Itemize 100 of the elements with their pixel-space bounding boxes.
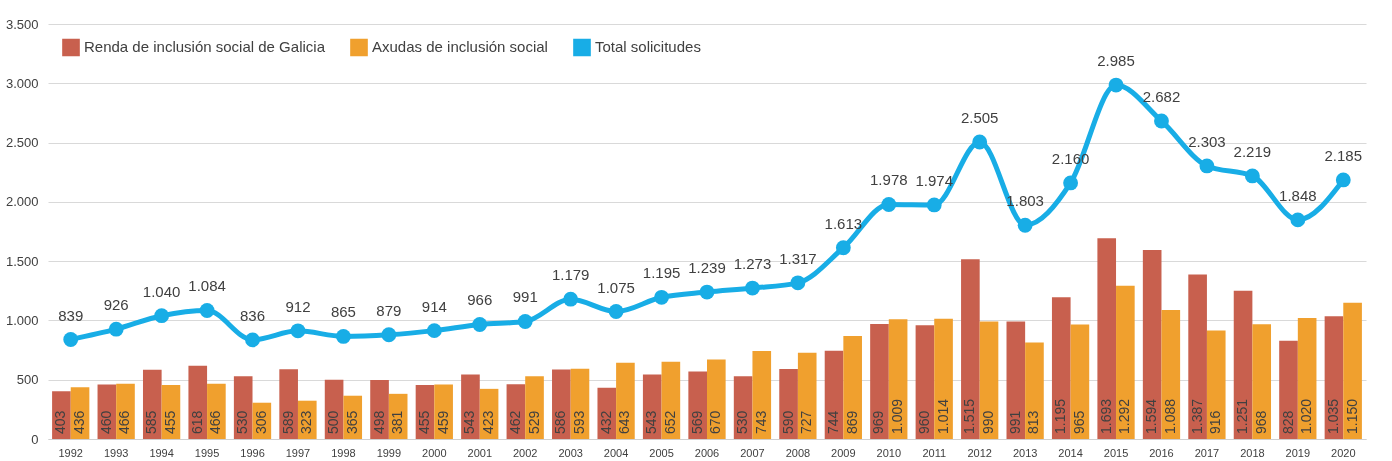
point [926,197,942,213]
x-tick-label: 2011 [922,446,947,459]
data-label: 914 [421,297,447,315]
data-label: 455 [415,410,432,434]
data-label: 916 [1207,410,1224,434]
x-tick-label: 1998 [331,446,356,459]
bar [1006,321,1026,439]
data-label: 432 [597,410,614,434]
x-tick-label: 1997 [285,446,311,459]
x-tick-label: 2018 [1240,446,1265,459]
bar [1161,309,1181,439]
x-tick-label: 2008 [785,446,811,459]
data-label: 1.613 [824,214,863,232]
point [699,284,715,300]
point [472,317,488,332]
data-label: 879 [376,301,402,319]
data-label: 585 [143,410,160,434]
data-label: 498 [370,410,387,434]
data-label: 836 [240,306,266,324]
data-label: 991 [1006,410,1023,434]
bar [752,350,772,439]
data-label: 466 [116,410,133,434]
y-tick-label: 0 [31,431,39,447]
bar [1142,250,1162,439]
point [154,308,170,324]
point [881,197,897,212]
data-label: 1.515 [961,398,978,434]
data-label: 306 [252,410,269,434]
point [972,134,988,150]
y-tick-label: 1.500 [5,253,39,269]
bar [1051,297,1071,439]
data-label: 1.292 [1116,398,1133,434]
data-label: 500 [325,410,342,434]
data-label: 1.693 [1097,398,1114,434]
bar [188,365,208,439]
data-label: 1.251 [1234,398,1251,434]
data-label: 1.020 [1298,398,1315,434]
data-label: 744 [825,410,842,434]
data-label: 1.014 [934,398,951,434]
x-tick-label: 2012 [967,446,992,459]
bar [1206,330,1226,439]
bar [961,259,980,439]
data-label: 912 [285,297,311,315]
data-label: 530 [734,410,751,434]
y-tick-label: 2.000 [5,194,39,210]
point [608,304,624,319]
data-label: 1.195 [1052,398,1069,434]
data-label: 1.594 [1143,398,1160,434]
data-label: 423 [480,410,497,434]
data-label: 462 [506,410,523,434]
data-label: 2.303 [1188,132,1226,150]
y-tick-label: 1.000 [5,312,39,328]
data-label: 1.035 [1324,398,1341,434]
point [1199,158,1215,174]
data-label: 618 [188,410,205,434]
data-label: 1.195 [642,264,681,282]
data-label: 960 [915,410,932,434]
data-label: 530 [234,410,251,434]
point [1154,113,1169,129]
x-tick-label: 2020 [1331,446,1356,459]
point [654,289,669,305]
data-label: 1.317 [779,249,817,267]
point [245,332,260,348]
point [1063,175,1078,191]
x-tick-label: 1993 [103,446,129,459]
point [1108,77,1124,93]
bar [1116,285,1135,439]
data-label: 2.682 [1142,87,1181,105]
x-tick-label: 1992 [58,446,83,459]
bar [779,369,798,439]
point [790,275,806,291]
x-tick-label: 2006 [694,446,720,459]
point [1244,168,1260,184]
data-label: 1.179 [551,266,590,284]
y-tick-label: 3.500 [5,16,39,32]
data-label: 1.088 [1161,398,1178,434]
data-label: 865 [330,303,356,321]
bar [1343,302,1362,439]
point [1290,212,1306,228]
data-label: 1.848 [1279,186,1317,204]
data-label: 543 [461,410,478,434]
data-label: 586 [552,410,569,434]
point [108,321,124,337]
bar [934,318,953,439]
data-label: 2.219 [1233,142,1272,160]
x-tick-label: 2016 [1149,446,1174,459]
x-tick-label: 2019 [1285,446,1311,459]
data-label: 969 [870,410,887,434]
point [1017,217,1033,233]
y-tick-label: 2.500 [5,135,39,151]
x-tick-label: 2015 [1103,446,1129,459]
bar [1252,324,1272,439]
data-label: 743 [752,410,769,434]
data-label: 1.009 [889,398,906,434]
data-label: 727 [798,410,815,434]
point [199,303,215,318]
data-label: 543 [643,410,660,434]
data-label: 403 [52,410,69,434]
point [517,314,533,329]
data-label: 455 [161,410,178,434]
